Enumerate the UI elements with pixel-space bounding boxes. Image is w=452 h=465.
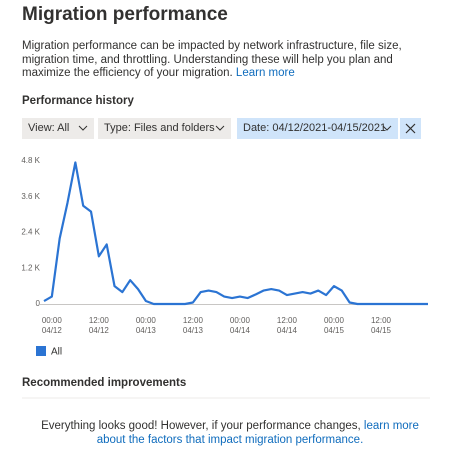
- chevron: [382, 125, 392, 131]
- page-title: Migration performance: [22, 4, 228, 25]
- recommended-title: Recommended improvements: [22, 377, 187, 389]
- x-tick-label: 12:00 04/15: [370, 316, 391, 335]
- x-tick-label: 00:00 04/13: [135, 316, 156, 335]
- recommended-message: Everything looks good! However, if your …: [30, 419, 430, 447]
- chevron: [78, 125, 88, 131]
- chevron: [215, 125, 225, 131]
- message-text: Everything looks good! However, if your …: [41, 420, 361, 432]
- section-title: Performance history: [22, 95, 134, 107]
- y-tick-label: 0: [36, 299, 41, 308]
- x-tick-label: 00:00 04/12: [41, 316, 62, 335]
- legend-label: All: [51, 347, 62, 358]
- learn-more-link[interactable]: Learn more: [235, 67, 295, 79]
- view-filter[interactable]: View: All: [22, 118, 94, 139]
- x-tick-label: 00:00 04/15: [323, 316, 344, 335]
- x-tick-label: 12:00 04/13: [182, 316, 203, 335]
- y-tick-label: 2.4 K: [21, 228, 40, 237]
- clear-date-button[interactable]: [400, 118, 421, 139]
- type-filter-label: Type: Files and folders: [104, 122, 215, 134]
- view-filter-label: View: All: [28, 122, 70, 134]
- description: Migration performance can be impacted by…: [22, 40, 442, 81]
- description-text: Migration performance can be impacted by…: [22, 40, 402, 79]
- legend-swatch: [36, 346, 46, 356]
- x-tick-label: 12:00 04/12: [88, 316, 109, 335]
- y-tick-label: 4.8 K: [21, 156, 40, 165]
- factors-link[interactable]: learn more about the factors that impact…: [96, 420, 419, 446]
- date-filter-label: Date: 04/12/2021-04/15/2021: [243, 122, 387, 134]
- y-tick-label: 3.6 K: [21, 192, 40, 201]
- date-filter[interactable]: Date: 04/12/2021-04/15/2021: [237, 118, 398, 139]
- y-tick-label: 1.2 K: [21, 263, 40, 272]
- type-filter[interactable]: Type: Files and folders: [98, 118, 231, 139]
- x-tick-label: 12:00 04/14: [276, 316, 297, 335]
- x-tick-label: 00:00 04/14: [229, 316, 250, 335]
- series-line: [43, 161, 428, 306]
- close-icon: [405, 123, 416, 134]
